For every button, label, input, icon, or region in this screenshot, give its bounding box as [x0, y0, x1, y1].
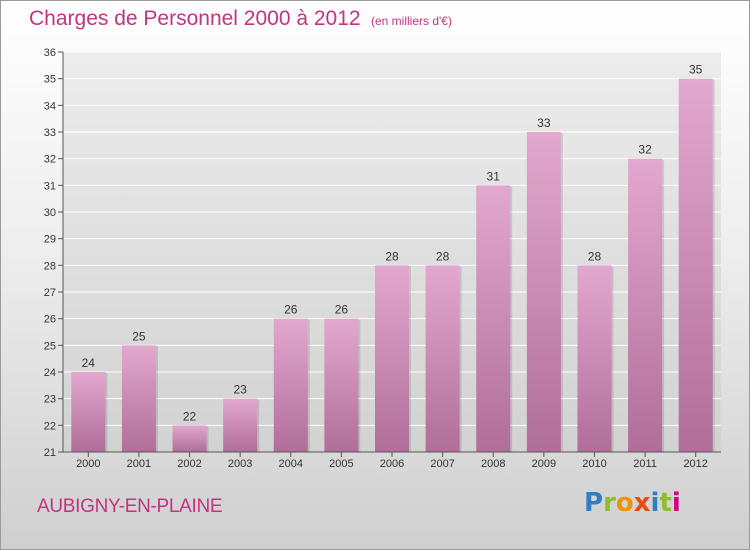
y-tick-label: 21 — [44, 447, 56, 459]
bar — [577, 265, 612, 452]
bar-value-label: 26 — [284, 303, 298, 317]
bar — [628, 158, 663, 452]
bar — [476, 185, 511, 453]
x-tick-label: 2004 — [279, 458, 303, 470]
logo-letter: x — [633, 488, 651, 518]
y-tick-label: 34 — [44, 100, 56, 112]
bar — [172, 425, 207, 452]
y-tick-label: 25 — [44, 340, 56, 352]
y-axis-ticks: 21 22 23 24 25 26 27 28 29 30 31 32 33 34 35 36 — [44, 47, 63, 459]
bar-value-label: 23 — [233, 383, 247, 397]
bar — [425, 265, 460, 452]
y-tick-label: 35 — [44, 74, 56, 86]
x-tick-label: 2000 — [76, 458, 100, 470]
bar — [223, 398, 258, 452]
bar-value-label: 26 — [335, 303, 349, 317]
x-tick-label: 2009 — [532, 458, 556, 470]
x-tick-label: 2008 — [481, 458, 505, 470]
logo-letter: r — [603, 488, 616, 518]
bar-value-label: 22 — [183, 409, 197, 423]
y-tick-label: 29 — [44, 234, 56, 246]
bar — [678, 78, 713, 453]
x-tick-label: 2002 — [177, 458, 201, 470]
y-tick-label: 26 — [44, 314, 56, 326]
logo-letter: o — [615, 488, 634, 518]
y-tick-label: 22 — [44, 420, 56, 432]
commune-name: AUBIGNY-EN-PLAINE — [37, 496, 223, 517]
y-tick-label: 31 — [44, 180, 56, 192]
y-tick-label: 30 — [44, 207, 56, 219]
y-tick-label: 32 — [44, 154, 56, 166]
y-tick-label: 24 — [44, 367, 56, 379]
y-tick-label: 33 — [44, 127, 56, 139]
x-tick-label: 2006 — [380, 458, 404, 470]
chart-subtitle: (en milliers d'€) — [371, 14, 452, 28]
x-tick-label: 2012 — [683, 458, 707, 470]
y-tick-label: 36 — [44, 47, 56, 59]
bar — [273, 318, 308, 452]
x-tick-label: 2010 — [582, 458, 606, 470]
bar-value-label: 28 — [436, 249, 450, 263]
gridlines — [63, 51, 721, 453]
y-tick-label: 28 — [44, 260, 56, 272]
bar-value-label: 28 — [385, 249, 399, 263]
logo-letter: t — [659, 488, 672, 518]
y-tick-label: 23 — [44, 394, 56, 406]
x-axis-ticks: 2000 2001 2002 2003 2004 2005 2006 2007 2008 2009… — [76, 452, 708, 470]
bar-value-label: 28 — [588, 249, 602, 263]
x-tick-label: 2011 — [633, 458, 657, 470]
bar-value-label: 25 — [132, 329, 146, 343]
logo-letter: i — [671, 488, 681, 518]
bar-value-label: 24 — [82, 356, 96, 370]
bar — [375, 265, 409, 452]
x-tick-label: 2005 — [329, 458, 353, 470]
x-tick-label: 2003 — [228, 458, 252, 470]
logo-letter: i — [650, 488, 660, 518]
chart-title: Charges de Personnel 2000 à 2012 — [29, 7, 361, 30]
bar — [526, 132, 561, 452]
y-tick-label: 27 — [44, 287, 56, 299]
bar-value-label: 33 — [537, 116, 551, 130]
bar-value-label: 31 — [487, 169, 501, 183]
data-labels: 24 25 22 23 26 26 28 28 31 33 28 32 35 — [82, 63, 703, 424]
bars — [71, 78, 715, 453]
bar — [71, 372, 106, 452]
bar-value-label: 35 — [689, 63, 703, 77]
logo-letter: P — [584, 488, 604, 518]
x-tick-label: 2007 — [430, 458, 454, 470]
x-tick-label: 2001 — [127, 458, 151, 470]
bar — [121, 345, 156, 452]
proxiti-logo: Proxiti — [584, 488, 681, 518]
bar — [324, 318, 359, 452]
bar-value-label: 32 — [638, 143, 652, 157]
